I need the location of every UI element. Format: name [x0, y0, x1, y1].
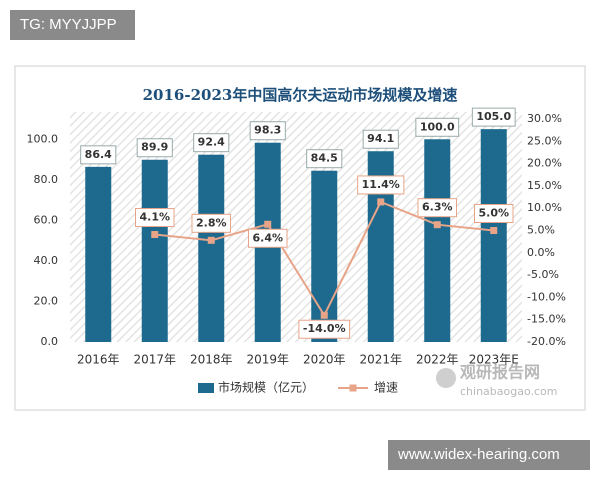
legend-swatch-marker: [349, 384, 357, 392]
line-marker: [490, 227, 498, 234]
line-marker: [207, 236, 215, 244]
line-value-label: 6.3%: [422, 201, 453, 214]
bar-value-label-box: [362, 129, 399, 149]
bar-value-label: 98.3: [254, 124, 281, 137]
line-value-label: -14.0%: [303, 322, 346, 335]
bar-value-label-box: [193, 133, 230, 153]
line-value-label-box: [191, 213, 232, 233]
y2-tick-label: 30.0%: [527, 112, 562, 125]
bar-value-label-box: [306, 149, 343, 169]
x-tick-label: 2021年: [359, 353, 402, 367]
legend-label: 增速: [374, 381, 398, 395]
y2-tick-label: -20.0%: [527, 335, 566, 348]
line-value-label: 5.0%: [478, 207, 509, 220]
line-marker: [151, 231, 159, 239]
line-value-label-box: [417, 198, 458, 218]
line-marker: [264, 220, 272, 228]
watermark-site: chinabaogao.com: [460, 385, 558, 398]
bar-value-label: 89.9: [141, 141, 168, 154]
y2-tick-label: 20.0%: [527, 157, 562, 170]
y2-tick-label: -5.0%: [527, 268, 559, 281]
bar-value-label-box: [136, 138, 173, 158]
bar-value-label: 100.0: [420, 120, 455, 133]
line-value-label-box: [473, 204, 514, 223]
bar: [141, 159, 168, 342]
x-tick-label: 2020年: [303, 353, 346, 367]
bar: [85, 166, 112, 342]
legend-label: 市场规模（亿元）: [218, 380, 314, 395]
bar-value-label-box: [249, 121, 286, 141]
watermark-name: 观研报告网: [460, 363, 540, 382]
chart: 2016-2023年中国高尔夫运动市场规模及增速 观研报告网 chinabaog…: [14, 65, 586, 411]
line-value-label-box: [134, 208, 175, 228]
line-value-label-box: [357, 175, 405, 195]
bar: [424, 139, 451, 342]
bar-value-label: 84.5: [311, 152, 338, 165]
y2-tick-label: -10.0%: [527, 290, 566, 303]
watermark: 观研报告网 chinabaogao.com: [436, 363, 558, 398]
bar: [480, 129, 507, 342]
x-tick-label: 2017年: [133, 353, 176, 367]
y2-tick-label: 0.0%: [527, 246, 555, 259]
legend-swatch: [198, 383, 214, 393]
line-marker: [320, 311, 328, 319]
y2-tick-label: -15.0%: [527, 313, 566, 326]
bar-value-label: 94.1: [367, 132, 394, 145]
bar-value-label: 105.0: [476, 110, 511, 123]
y-tick-label: 80.0: [34, 173, 59, 186]
x-tick-label: 2016年: [77, 353, 120, 367]
bar: [198, 154, 225, 342]
bar-value-label-box: [415, 117, 460, 137]
y-tick-label: 100.0: [27, 132, 59, 145]
y2-tick-label: 25.0%: [527, 134, 562, 147]
watermark-icon: [436, 368, 456, 388]
x-tick-label: 2023年E: [469, 353, 519, 367]
y-tick-label: 40.0: [34, 254, 59, 267]
y2-tick-label: 10.0%: [527, 201, 562, 214]
line-value-label: 2.8%: [196, 216, 227, 229]
y2-tick-label: 5.0%: [527, 224, 555, 237]
line-value-label-box: [247, 228, 288, 248]
line-value-label-box: [298, 319, 351, 339]
line-value-label: 4.1%: [139, 211, 170, 224]
line-marker: [433, 221, 441, 229]
bar-value-label: 86.4: [85, 148, 112, 161]
y-tick-label: 0.0: [41, 335, 59, 348]
bar-value-label-box: [80, 145, 117, 165]
chart-title: 2016-2023年中国高尔夫运动市场规模及增速: [143, 86, 458, 104]
x-tick-label: 2018年: [190, 353, 233, 367]
bar-value-label-box: [471, 107, 516, 127]
y-tick-label: 60.0: [34, 213, 59, 226]
y-tick-label: 20.0: [34, 294, 59, 307]
line-value-label: 6.4%: [252, 231, 283, 244]
x-tick-label: 2019年: [246, 353, 289, 367]
header-tag: TG: MYYJJPP: [10, 10, 135, 40]
line-value-label: 11.4%: [362, 178, 400, 191]
y2-tick-label: 15.0%: [527, 179, 562, 192]
bar-value-label: 92.4: [198, 136, 225, 149]
line-marker: [377, 198, 385, 206]
x-tick-label: 2022年: [416, 353, 459, 367]
footer-tag: www.widex-hearing.com: [388, 440, 590, 470]
